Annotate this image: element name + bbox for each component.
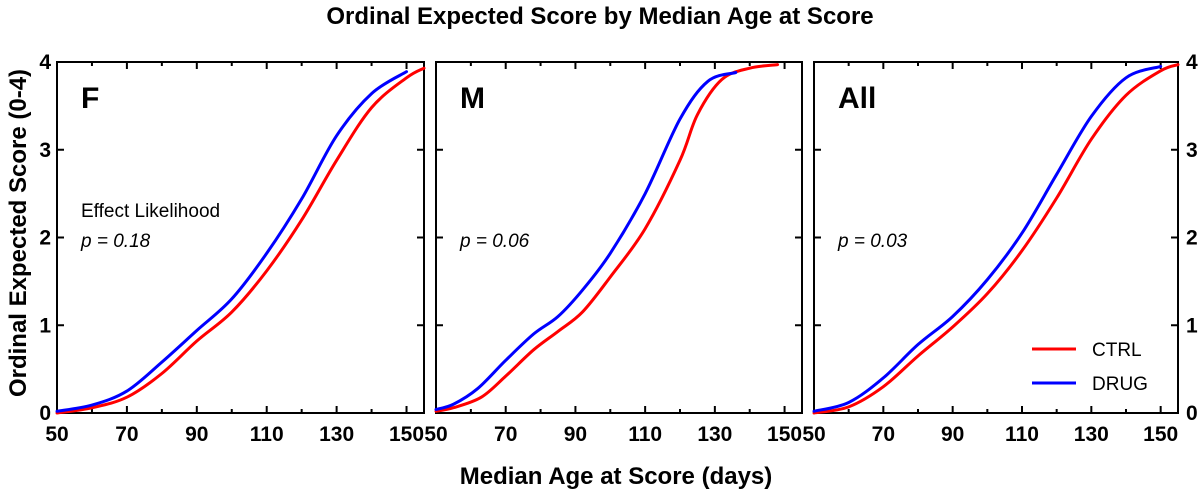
x-tick-label: 90 xyxy=(185,423,208,446)
x-tick-label: 90 xyxy=(564,423,587,446)
x-tick-label: 70 xyxy=(494,423,517,446)
panel-label: All xyxy=(838,82,876,115)
x-tick-label: 110 xyxy=(250,423,284,446)
legend-label-ctrl: CTRL xyxy=(1092,340,1142,361)
y-tick-label-right: 0 xyxy=(1186,402,1198,425)
y-tick-label: 4 xyxy=(39,51,51,74)
y-tick-label: 1 xyxy=(39,314,51,337)
y-tick-label-right: 2 xyxy=(1186,227,1198,250)
series-line-drug xyxy=(434,71,738,411)
panel-m: 50 70 90 110 130 150 Mp = 0.06 xyxy=(424,61,803,446)
panel-label: F xyxy=(81,82,99,115)
panel-all: 50 70 90 110 130 150 0 1 2 3 4 All p = 0.03 xyxy=(802,51,1198,446)
p-value-label: p = 0.18 xyxy=(80,231,151,252)
x-tick-label: 130 xyxy=(319,423,354,446)
p-value-label: p = 0.06 xyxy=(459,231,530,252)
x-tick-label: 70 xyxy=(115,423,138,446)
p-value-label: p = 0.03 xyxy=(837,231,908,252)
x-tick-label: 150 xyxy=(389,423,424,446)
legend-label-drug: DRUG xyxy=(1092,374,1148,395)
x-tick-label: 50 xyxy=(424,423,447,446)
x-axis-label: Median Age at Score (days) xyxy=(460,463,773,490)
x-tick-label: 90 xyxy=(941,423,964,446)
x-tick-label: 110 xyxy=(628,423,662,446)
x-tick-label: 130 xyxy=(697,423,732,446)
series-line-drug xyxy=(55,70,409,413)
x-tick-label: 150 xyxy=(1143,423,1178,446)
series-line-drug xyxy=(812,64,1163,413)
legend: CTRL DRUG xyxy=(1032,340,1148,395)
y-axis-label: Ordinal Expected Score (0-4) xyxy=(5,69,32,397)
x-tick-label: 110 xyxy=(1005,423,1039,446)
y-tick-label-right: 1 xyxy=(1186,314,1198,337)
effect-likelihood-heading: Effect Likelihood xyxy=(81,201,220,222)
y-tick-label-right: 3 xyxy=(1186,139,1198,162)
x-tick-label: 130 xyxy=(1074,423,1109,446)
x-tick-label: 50 xyxy=(45,423,68,446)
series-line-ctrl xyxy=(434,63,780,413)
x-tick-label: 150 xyxy=(767,423,802,446)
chart-title: Ordinal Expected Score by Median Age at … xyxy=(326,3,873,30)
y-tick-label: 2 xyxy=(39,227,51,250)
x-tick-label: 50 xyxy=(802,423,825,446)
y-tick-label-right: 4 xyxy=(1186,51,1198,74)
panel-label: M xyxy=(460,82,485,115)
x-tick-label: 70 xyxy=(872,423,895,446)
y-tick-label: 3 xyxy=(39,139,51,162)
series-line-ctrl xyxy=(55,66,426,415)
y-tick-label: 0 xyxy=(39,402,51,425)
panel-f: 50 70 90 110 130 150 0 1 2 3 4 F Effect Likelihood p … xyxy=(39,51,426,446)
series-line-ctrl xyxy=(812,63,1180,415)
